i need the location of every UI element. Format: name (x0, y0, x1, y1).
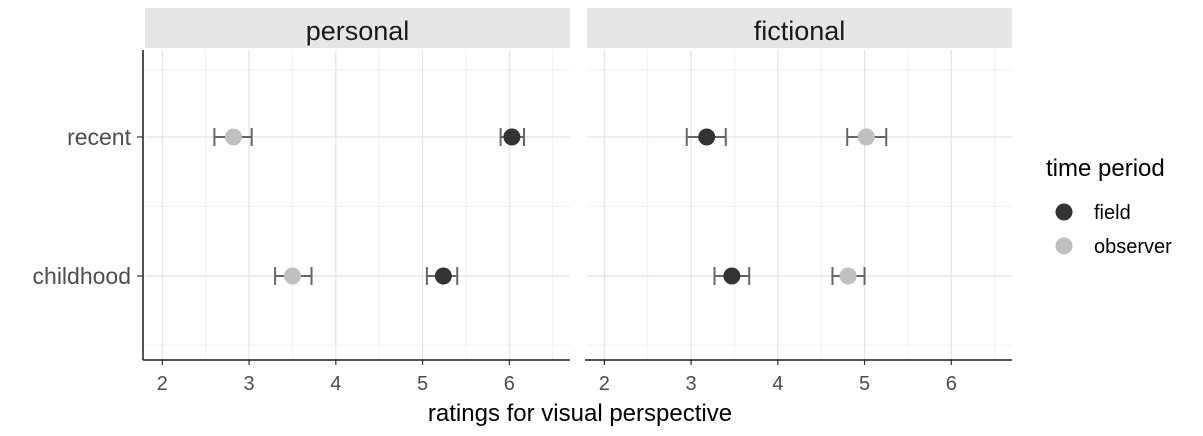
data-point-observer-childhood (283, 267, 301, 285)
legend-key-observer (1055, 237, 1073, 255)
x-tick-label: 2 (157, 373, 168, 395)
x-tick-label: 3 (686, 373, 697, 395)
panels-layer: personal 2 3 4 5 6 fictional 2 3 4 5 6 (142, 8, 1012, 395)
facet-strip (587, 8, 1012, 48)
x-tick-label: 6 (504, 373, 515, 395)
data-point-field-childhood (723, 267, 741, 285)
legend-key-field (1055, 203, 1073, 221)
y-tick-label-recent: recent (67, 124, 132, 150)
x-axis-title: ratings for visual perspective (428, 400, 732, 427)
y-axis: recent childhood (33, 124, 143, 289)
x-tick-label: 4 (330, 373, 341, 395)
panel-fictional: fictional 2 3 4 5 6 (585, 8, 1012, 395)
legend-label-observer: observer (1094, 236, 1172, 258)
facet-strip (145, 8, 570, 48)
data-point-observer-recent (857, 128, 875, 146)
x-tick-label: 5 (859, 373, 870, 395)
x-tick-label: 2 (599, 373, 610, 395)
x-tick-label: 3 (244, 373, 255, 395)
data-point-observer-childhood (839, 267, 857, 285)
data-point-field-childhood (434, 267, 452, 285)
data-point-field-recent (698, 128, 716, 146)
legend-title: time period (1046, 155, 1165, 182)
facet-label: fictional (754, 16, 846, 46)
y-tick-label-childhood: childhood (33, 263, 131, 289)
x-tick-label: 6 (946, 373, 957, 395)
x-tick-label: 5 (417, 373, 428, 395)
legend-label-field: field (1094, 202, 1131, 224)
data-point-field-recent (503, 128, 521, 146)
facet-label: personal (306, 16, 410, 46)
panel-personal: personal 2 3 4 5 6 (142, 8, 570, 395)
data-point-observer-recent (224, 128, 242, 146)
x-tick-label: 4 (772, 373, 783, 395)
legend: time period field observer (1046, 155, 1172, 258)
